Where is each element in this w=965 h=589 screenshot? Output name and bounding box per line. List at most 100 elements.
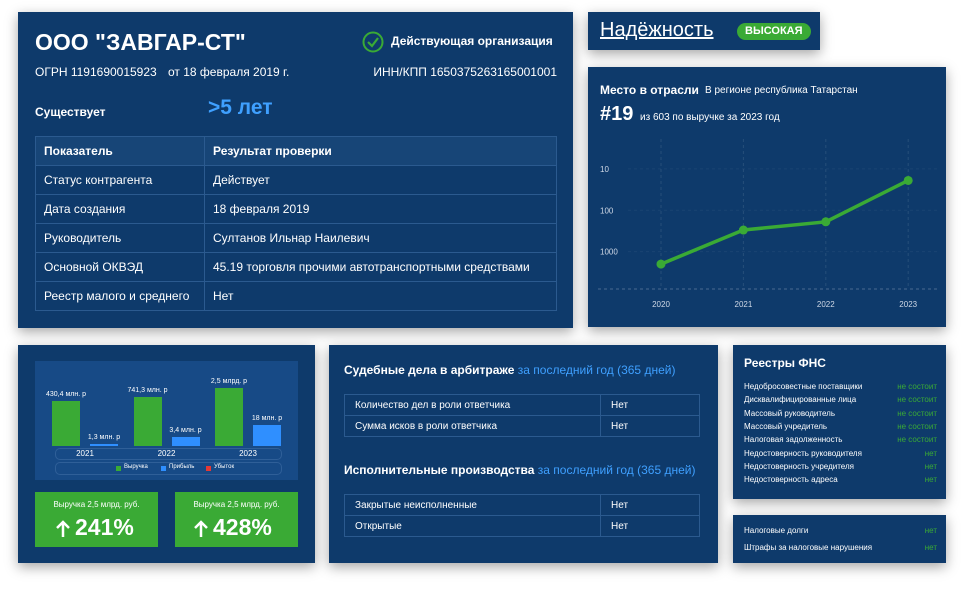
line-point [821,217,831,227]
registry-name: Недостоверность учредителя [744,461,854,471]
arrow-up-icon [194,520,208,537]
chart-title: Место в отрасли [600,83,699,97]
finance-card: Выручка 2,5 млрд. руб. 241% Выручка 2,5 … [18,345,315,563]
legend-swatch [116,466,121,471]
registry-status: не состоит [897,382,937,391]
ogrn-date: от 18 февраля 2019 г. [168,65,290,79]
table-cell: Нет [600,515,700,537]
table-cell: Нет [600,415,700,437]
y-tick-label: 1000 [600,248,618,257]
y-tick-label: 100 [600,206,614,215]
registry-status: не состоит [897,421,937,431]
x-tick-label: 2023 [899,300,917,309]
registry-row: Недостоверность адреса нет [744,475,937,484]
registry-status: не состоит [897,408,937,418]
section-title: Реестры ФНС [744,356,826,370]
line-point [738,225,748,235]
legend-swatch [206,466,211,471]
fns-card: Реестры ФНС Недобросовестные поставщики н… [733,345,946,499]
data-label: 3,4 млн. р [169,426,202,434]
registry-status: нет [924,526,937,535]
company-status: Действующая организация [391,34,553,48]
company-card: ООО "ЗАВГАР-СТ" Действующая организация … [18,12,573,328]
section-title-text: Судебные дела в арбитраже [344,363,515,377]
rank-note: из 603 по выручке за 2023 год [640,112,780,123]
table-cell: Султанов Ильнар Наилевич [204,223,557,253]
section-title-text: Исполнительные производства [344,463,535,477]
legend-label: Выручка [124,464,148,470]
bar [171,436,200,446]
line-point [903,175,913,185]
reliability-card: Надёжность ВЫСОКАЯ [588,12,820,50]
table-cell: Нет [600,394,700,416]
table-cell: Нет [204,281,557,311]
data-label: 2,5 млрд. р [210,378,248,386]
inn: ИНН/КПП 1650375263165001001 [373,65,557,79]
x-tick-label: 2021 [735,300,753,309]
bar [215,388,243,446]
registry-status: нет [924,475,937,485]
registry-name: Массовый руководитель [744,408,835,418]
registry-row: Недостоверность руководителя нет [744,449,937,458]
registry-name: Дисквалифицированные лица [744,395,857,405]
exists-label: Существует [35,105,106,119]
legend-label: Прибыль [169,464,195,470]
x-tick-label: 2022 [157,449,176,458]
x-tick-label: 2023 [239,449,257,458]
table-cell: 18 февраля 2019 [204,194,557,224]
registry-status: не состоит [897,395,937,405]
company-table: Показатель Результат проверки Статус конт… [35,136,557,311]
registry-row: Массовый учредитель не состоит [744,422,937,431]
registry-name: Штрафы за налоговые нарушения [744,543,873,552]
registry-name: Налоговая задолженность [744,435,843,445]
line-series [660,178,909,266]
data-label: 741,3 млн. р [127,387,168,395]
registry-row: Дисквалифицированные лица не состоит [744,395,937,404]
registry-status: не состоит [897,435,937,445]
rank-chart: 10 100 1000 2020 2021 2022 2023 [598,139,938,309]
table-cell: Нет [600,494,700,516]
y-tick-label: 10 [600,165,609,174]
registry-name: Массовый учредитель [744,421,828,431]
table-header: Результат проверки [204,136,557,166]
table-cell: Основной ОКВЭД [35,252,205,282]
enforcement-table: Закрытые неисполненные Нет Открытые Нет [344,494,700,537]
section-title: Судебные дела в арбитраже за последний г… [344,363,675,377]
registry-row: Недобросовестные поставщики не состоит [744,382,937,391]
growth-caption: Выручка 2,5 млрд. руб. [53,500,140,509]
registry-row: Недостоверность учредителя нет [744,462,937,471]
data-label: 1,3 млн. р [87,434,121,442]
registry-status: нет [924,543,937,552]
section-title: Исполнительные производства за последний… [344,463,695,477]
growth-card: Выручка 2,5 млрд. руб. 428% [175,492,298,547]
data-label: 430,4 млн. р [45,391,86,399]
rank-card: Место в отрасли В регионе республика Тат… [588,67,946,327]
registry-name: Недостоверность адреса [744,475,838,485]
bar [133,397,162,446]
table-cell: Статус контрагента [35,165,205,195]
data-label: 18 млн. р [251,414,283,422]
bar [253,424,281,446]
legend-label: Убыток [214,464,235,470]
growth-card: Выручка 2,5 млрд. руб. 241% [35,492,158,547]
table-cell: Руководитель [35,223,205,253]
legend-box [55,462,282,475]
section-period: за последний год (365 дней) [517,363,676,377]
chart-subtitle: В регионе республика Татарстан [705,85,858,96]
registry-name: Недостоверность руководителя [744,448,862,458]
courts-card: Судебные дела в арбитраже за последний г… [329,345,718,563]
registry-name: Недобросовестные поставщики [744,382,863,391]
bar [90,444,118,446]
arbitration-table: Количество дел в роли ответчика Нет Сумма… [344,394,700,437]
line-point [656,259,666,269]
table-cell: Действует [204,165,557,195]
table-header: Показатель [35,136,205,166]
bar [52,401,80,446]
status-icon [362,31,384,53]
company-name: ООО "ЗАВГАР-СТ" [35,29,246,55]
registry-row: Налоговая задолженность не состоит [744,435,937,444]
table-cell: Дата создания [35,194,205,224]
registry-status: нет [924,461,937,471]
registry-row: Массовый руководитель не состоит [744,409,937,418]
